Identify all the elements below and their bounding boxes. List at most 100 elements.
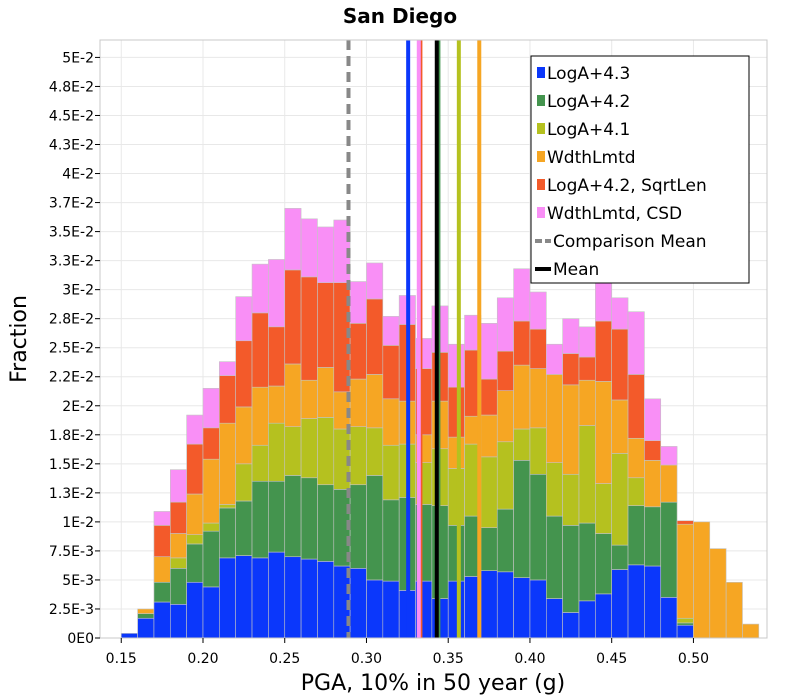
bar-segment <box>611 328 629 401</box>
x-tick-label: 0.25 <box>269 651 300 667</box>
bar-segment <box>251 312 269 388</box>
legend-label: LogA+4.2 <box>547 92 630 112</box>
bar-segment <box>317 282 335 368</box>
bar-segment <box>562 612 580 639</box>
bar-segment <box>611 544 629 570</box>
bar-segment <box>562 353 580 386</box>
bar-segment <box>349 378 367 427</box>
bar-segment <box>251 386 269 446</box>
y-tick-label: 4.8E-2 <box>49 79 94 95</box>
bars <box>120 208 760 639</box>
bar-segment <box>284 556 302 639</box>
bar-segment <box>513 268 531 322</box>
bar-segment <box>219 422 236 505</box>
bar-segment <box>578 326 596 358</box>
legend-swatch <box>537 207 545 218</box>
bar-segment <box>235 555 253 639</box>
bar-segment <box>366 475 384 581</box>
legend-label: LogA+4.3 <box>547 64 630 84</box>
x-tick-label: 0.45 <box>596 651 627 667</box>
bar-segment <box>627 437 645 479</box>
bar-segment <box>251 557 269 639</box>
bar-segment <box>349 426 367 486</box>
bar-segment <box>202 530 220 588</box>
bar-segment <box>186 543 204 583</box>
y-tick-label: 2.5E-3 <box>49 602 94 618</box>
y-axis-label: Fraction <box>7 295 32 383</box>
bar-segment <box>676 624 694 639</box>
bar-segment <box>268 326 286 387</box>
y-tick-label: 2.8E-2 <box>49 312 94 328</box>
y-tick-label: 3.3E-2 <box>49 254 94 270</box>
bar-segment <box>268 480 286 553</box>
bar-segment <box>595 381 612 484</box>
x-axis: 0.15 0.20 0.25 0.30 0.35 0.40 0.45 0.50 <box>106 638 709 667</box>
bar-segment <box>153 601 171 639</box>
bar-segment <box>480 527 498 571</box>
bar-segment <box>219 507 236 559</box>
bar-segment <box>349 323 367 380</box>
legend-label: Comparison Mean <box>553 232 707 252</box>
bar-segment <box>595 533 612 595</box>
bar-segment <box>447 436 465 469</box>
bar-segment <box>546 343 563 375</box>
bar-segment <box>284 269 302 365</box>
bar-segment <box>562 384 580 475</box>
bar-segment <box>627 505 645 566</box>
bar-segment <box>284 208 302 271</box>
bar-segment <box>627 311 645 375</box>
bar-segment <box>219 557 236 639</box>
bar-segment <box>546 598 563 639</box>
y-tick-label: 2.2E-2 <box>49 370 94 386</box>
bar-segment <box>611 453 629 546</box>
bar-segment <box>496 441 514 510</box>
bar-segment <box>546 374 563 463</box>
bar-segment <box>627 564 645 639</box>
x-tick-label: 0.30 <box>351 651 382 667</box>
bar-segment <box>529 291 547 330</box>
bar-segment <box>496 390 514 443</box>
y-tick-label: 1.3E-2 <box>49 486 94 502</box>
bar-segment <box>169 604 187 639</box>
bar-segment <box>382 345 400 400</box>
bar-segment <box>578 522 596 602</box>
bar-segment <box>366 374 384 429</box>
y-tick-label: 7.5E-3 <box>49 544 94 560</box>
legend-swatch <box>537 151 545 162</box>
mean-lines <box>346 40 482 638</box>
bar-segment <box>251 263 269 314</box>
bar-segment <box>186 493 204 535</box>
y-tick-label: 1.5E-2 <box>49 457 94 473</box>
bar-segment <box>676 622 694 626</box>
bar-segment <box>284 363 302 427</box>
bar-segment <box>513 577 531 639</box>
y-tick-label: 3.5E-2 <box>49 225 94 241</box>
bar-segment <box>480 378 498 416</box>
y-tick-label: 2.5E-2 <box>49 341 94 357</box>
bar-segment <box>496 350 514 391</box>
bar-segment <box>219 504 236 509</box>
bar-segment <box>627 374 645 439</box>
bar-segment <box>578 356 596 381</box>
y-tick-label: 3.7E-2 <box>49 196 94 212</box>
bar-segment <box>235 500 253 556</box>
bar-segment <box>480 456 498 528</box>
bar-segment <box>268 551 286 639</box>
bar-segment <box>496 571 514 639</box>
bar-segment <box>611 399 629 454</box>
bar-segment <box>268 422 286 482</box>
bar-segment <box>644 506 662 567</box>
bar-segment <box>578 425 596 524</box>
bar-segment <box>317 226 335 283</box>
bar-segment <box>562 318 580 354</box>
bar-segment <box>546 515 563 599</box>
bar-segment <box>268 259 286 328</box>
bar-segment <box>644 440 662 461</box>
bar-segment <box>300 558 318 639</box>
bar-segment <box>693 521 711 639</box>
legend-swatch <box>537 179 545 190</box>
bar-segment <box>169 469 187 503</box>
bar-segment <box>578 600 596 639</box>
bar-segment <box>300 218 318 278</box>
bar-segment <box>202 388 220 429</box>
